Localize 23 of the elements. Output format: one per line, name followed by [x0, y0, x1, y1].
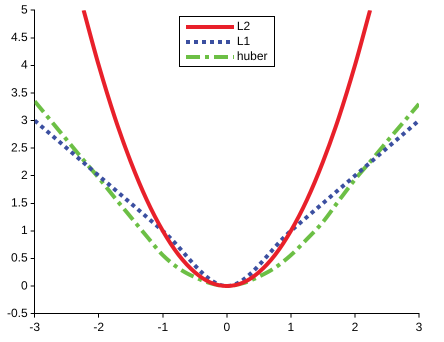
x-tick-label: -3	[29, 320, 40, 334]
legend-label: L1	[236, 34, 250, 50]
y-tick-label: 5	[20, 2, 28, 17]
y-tick-label: 4.5	[10, 30, 28, 44]
y-tick-label: -0.5	[6, 306, 28, 320]
line-series	[82, 10, 372, 288]
legend-label: huber	[236, 49, 268, 64]
y-tick-label: 0.5	[10, 250, 28, 265]
y-tick-label: 1.5	[10, 196, 28, 210]
x-tick-label: -1	[157, 320, 168, 334]
y-tick-label: 4	[20, 58, 28, 72]
x-tick-label: -2	[93, 320, 104, 334]
x-tick-label: 1	[288, 320, 295, 334]
y-tick-label: 2.5	[10, 140, 28, 154]
x-tick-label: 3	[416, 320, 423, 334]
x-tick-label: 0	[223, 320, 230, 334]
legend-label: L2	[236, 19, 250, 34]
y-tick-label: 2	[20, 168, 28, 182]
y-tick-label: 3.5	[10, 85, 28, 100]
y-tick-label: 3	[20, 112, 28, 127]
y-tick-label: 1	[20, 223, 28, 238]
x-tick-label: 2	[352, 320, 359, 334]
y-tick-label: 0	[20, 278, 28, 292]
